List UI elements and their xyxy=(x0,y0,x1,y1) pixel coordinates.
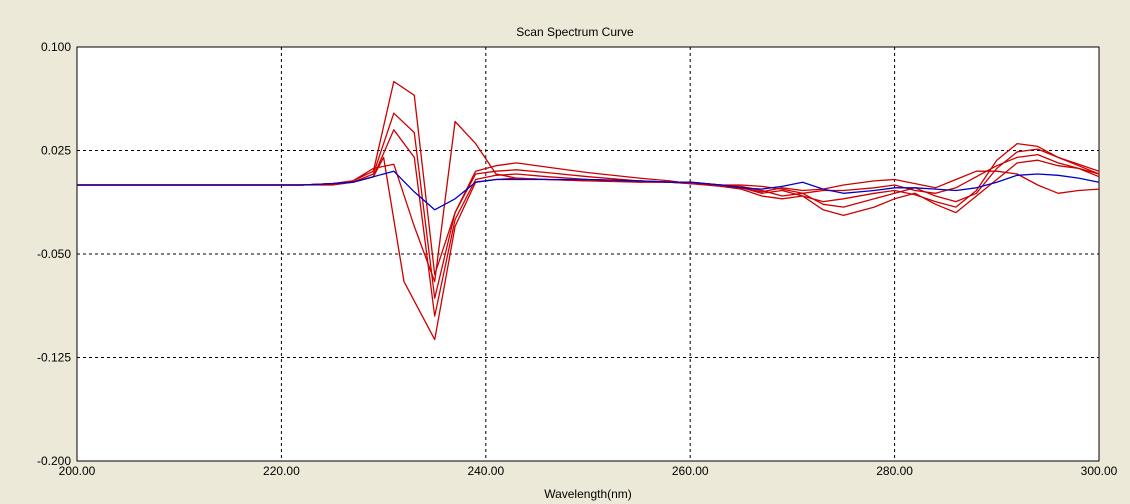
y-tick-labels: 0.100 0.025 -0.050 -0.125 -0.200 xyxy=(37,40,71,468)
x-tick-labels: 200.00 220.00 240.00 260.00 280.00 300.00 xyxy=(59,464,1118,478)
x-axis-label: Wavelength(nm) xyxy=(544,487,632,501)
chart-title: Scan Spectrum Curve xyxy=(516,25,634,39)
x-tick-label: 240.00 xyxy=(467,464,504,478)
x-tick-label: 280.00 xyxy=(876,464,913,478)
series-lines xyxy=(77,80,1100,341)
grid-lines xyxy=(77,47,1099,461)
series-line-2 xyxy=(77,112,1100,299)
x-tick-label: 300.00 xyxy=(1081,464,1118,478)
x-tick-label: 220.00 xyxy=(263,464,300,478)
y-tick-label: 0.100 xyxy=(41,40,71,54)
x-tick-label: 260.00 xyxy=(672,464,709,478)
series-line-6 xyxy=(77,170,1100,211)
y-tick-label: -0.125 xyxy=(37,351,71,365)
y-tick-label: 0.025 xyxy=(41,144,71,158)
x-tick-label: 200.00 xyxy=(59,464,96,478)
series-line-5 xyxy=(77,120,1100,283)
y-tick-label: -0.200 xyxy=(37,454,71,468)
series-line-3 xyxy=(77,129,1100,317)
y-tick-label: -0.050 xyxy=(37,247,71,261)
